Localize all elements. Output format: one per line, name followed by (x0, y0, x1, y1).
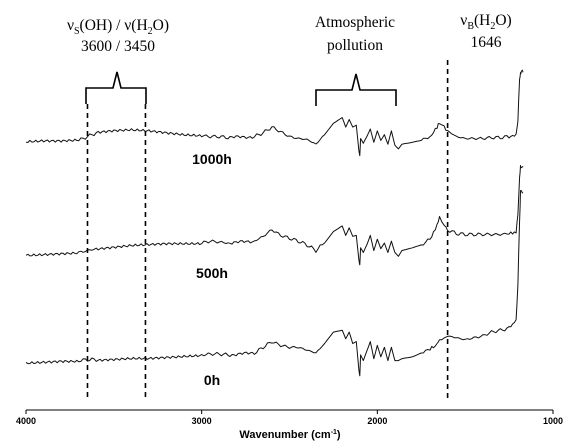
series-label-500h: 500h (196, 265, 228, 281)
spectrum-traces (25, 69, 524, 377)
x-tick-label: 2000 (367, 416, 387, 426)
annotation-pollution-line1: Atmospheric (315, 14, 395, 31)
brace-pollution (315, 73, 397, 106)
series-line-500h (25, 165, 524, 266)
annotation-water-label: νB(H2O) (460, 12, 511, 32)
series-label-0h: 0h (204, 372, 220, 388)
series-line-0h (25, 190, 524, 377)
annotation-pollution-line2: pollution (327, 37, 383, 54)
x-ticks: 4000 3000 2000 1000 (16, 410, 563, 426)
annotation-oh-label: νS(OH) / ν(H2O) (67, 17, 169, 37)
series-line-1000h (25, 69, 524, 157)
x-tick-label: 4000 (16, 416, 36, 426)
x-tick-label: 3000 (192, 416, 212, 426)
series-label-1000h: 1000h (192, 151, 232, 167)
annotation-water-value: 1646 (471, 34, 502, 51)
brace-oh (85, 71, 147, 104)
x-tick-label: 1000 (543, 416, 563, 426)
x-axis-label: Wavenumber (cm-1) (239, 429, 341, 441)
annotation-oh-value: 3600 / 3450 (81, 38, 155, 55)
reference-lines (86, 60, 449, 400)
